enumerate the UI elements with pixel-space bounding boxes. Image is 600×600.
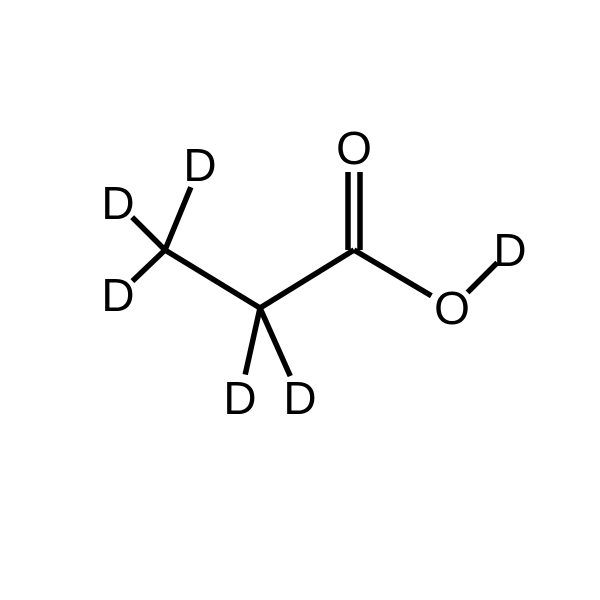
bond-C2-D4 xyxy=(245,308,260,375)
bond-C3-O1 xyxy=(348,172,360,250)
atom-label-D6: D xyxy=(493,224,526,276)
bond-C1-D2 xyxy=(165,187,191,250)
atom-label-O2: O xyxy=(434,282,470,334)
bond-C1-D3 xyxy=(132,250,165,281)
bond-C3-O2 xyxy=(354,250,431,296)
atom-label-O1: O xyxy=(336,122,372,174)
atom-label-D5: D xyxy=(283,372,316,424)
bond-C2-D5 xyxy=(260,308,290,376)
bond-C1-D1 xyxy=(132,217,165,250)
atom-label-D2: D xyxy=(183,139,216,191)
bonds-group xyxy=(132,172,497,376)
bond-C1-C2 xyxy=(165,250,260,308)
bond-C2-C3 xyxy=(260,250,354,308)
atom-label-D1: D xyxy=(101,177,134,229)
atom-label-D4: D xyxy=(223,372,256,424)
chemical-structure-diagram: OODDDDDD xyxy=(0,0,600,600)
atom-label-D3: D xyxy=(101,269,134,321)
